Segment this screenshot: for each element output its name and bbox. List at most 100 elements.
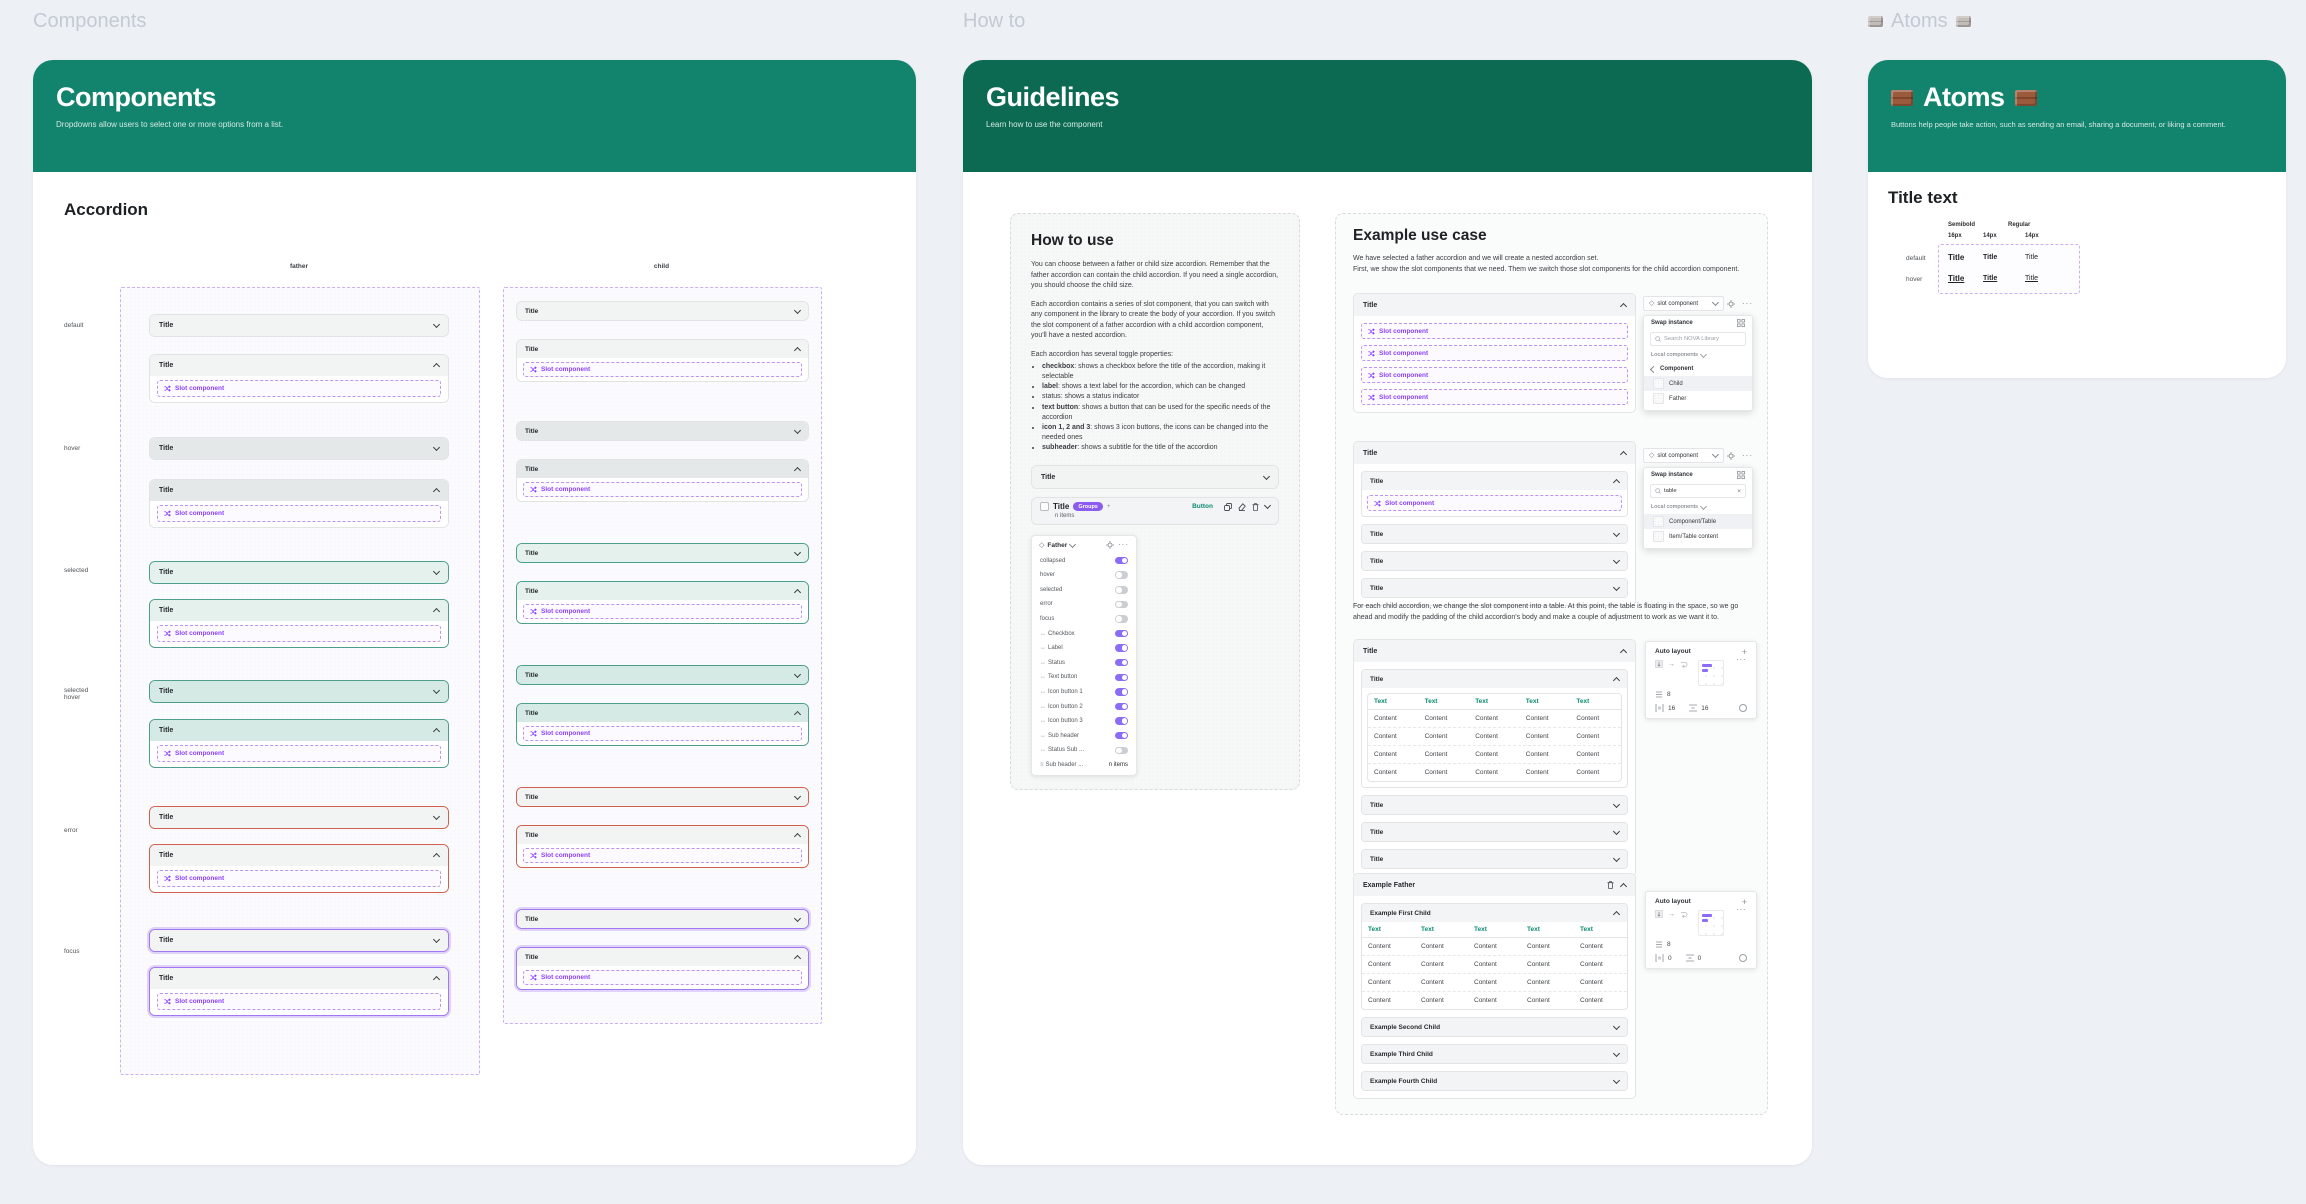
accordion-header[interactable]: Title xyxy=(1362,850,1627,868)
instance-select[interactable]: ◇ slot component xyxy=(1643,448,1724,463)
slot-component[interactable]: Slot component xyxy=(157,993,441,1010)
slot-component[interactable]: Slot component xyxy=(1361,323,1628,339)
padding-horizontal-value[interactable]: 0 xyxy=(1668,954,1672,962)
accordion-header[interactable]: Example First Child xyxy=(1362,904,1627,922)
toggle-switch[interactable] xyxy=(1115,702,1128,711)
accordion-header[interactable]: Title xyxy=(1354,442,1635,464)
chevron-down-icon[interactable] xyxy=(1263,502,1272,510)
independent-padding-icon[interactable] xyxy=(1739,704,1747,712)
direction-vertical-icon[interactable] xyxy=(1655,660,1663,668)
toggle-switch[interactable] xyxy=(1115,600,1128,609)
slot-component[interactable]: Slot component xyxy=(523,970,802,985)
toggle-switch[interactable] xyxy=(1115,586,1128,594)
accordion-header[interactable]: Title xyxy=(1362,796,1627,814)
alignment-box[interactable] xyxy=(1698,910,1724,936)
slot-component[interactable]: Slot component xyxy=(523,482,802,497)
accordion-header[interactable]: Title xyxy=(517,422,808,440)
gap-value[interactable]: 8 xyxy=(1667,941,1671,948)
wrap-icon[interactable] xyxy=(1680,660,1688,668)
direction-horizontal-icon[interactable]: → xyxy=(1668,660,1675,668)
slot-component[interactable]: Slot component xyxy=(1361,367,1628,383)
copy-icon[interactable] xyxy=(1224,502,1232,511)
accordion-header[interactable]: Title xyxy=(517,826,808,844)
frame-label-components[interactable]: Components xyxy=(33,10,147,32)
toggle-switch[interactable] xyxy=(1115,644,1128,652)
slot-component[interactable]: Slot component xyxy=(523,362,802,377)
toggle-switch[interactable] xyxy=(1115,571,1128,579)
accordion-header[interactable]: Title xyxy=(517,340,808,358)
target-icon[interactable] xyxy=(1106,541,1114,550)
direction-horizontal-icon[interactable]: → xyxy=(1668,910,1675,918)
accordion-header[interactable]: Example Father xyxy=(1354,874,1635,896)
accordion-header[interactable]: Title xyxy=(517,948,808,966)
library-item-table-content[interactable]: Item/Table content xyxy=(1644,529,1752,544)
toggle-switch[interactable] xyxy=(1115,746,1128,755)
accordion-header[interactable]: Title xyxy=(150,930,448,951)
slot-component[interactable]: Slot component xyxy=(523,848,802,863)
library-item-component-table[interactable]: Component/Table xyxy=(1644,514,1752,529)
gap-value[interactable]: 8 xyxy=(1667,691,1671,698)
toggle-switch[interactable] xyxy=(1115,615,1128,623)
library-item-father[interactable]: Father xyxy=(1644,391,1752,406)
group-row-component[interactable]: Component xyxy=(1644,362,1752,376)
trash-icon[interactable] xyxy=(1252,502,1259,511)
accordion-header[interactable]: Title xyxy=(517,460,808,478)
accordion-header[interactable]: Title xyxy=(150,480,448,501)
demo-accordion-full-header[interactable]: Title Groups + Button n items xyxy=(1031,497,1279,526)
accordion-header[interactable]: Title xyxy=(150,315,448,336)
accordion-header[interactable]: Title xyxy=(1032,466,1278,489)
slot-component[interactable]: Slot component xyxy=(523,726,802,741)
slot-component[interactable]: Slot component xyxy=(157,870,441,887)
frame-label-atoms[interactable]: Atoms xyxy=(1868,10,1971,33)
alignment-box[interactable] xyxy=(1698,660,1724,686)
frame-label-how-to[interactable]: How to xyxy=(963,10,1026,32)
text-button[interactable]: Button xyxy=(1192,503,1213,511)
slot-component[interactable]: Slot component xyxy=(1361,345,1628,361)
padding-vertical-value[interactable]: 16 xyxy=(1701,704,1709,712)
wrap-icon[interactable] xyxy=(1680,910,1688,918)
slot-component[interactable]: Slot component xyxy=(1361,389,1628,405)
menu-item-swap-instance[interactable]: Swap instance xyxy=(1644,316,1752,330)
toggle-switch[interactable] xyxy=(1115,658,1128,667)
accordion-header[interactable]: Title xyxy=(1362,823,1627,841)
target-icon[interactable] xyxy=(1727,299,1735,308)
accordion-header[interactable]: Title xyxy=(1354,294,1635,316)
toggle-switch[interactable] xyxy=(1115,688,1128,696)
padding-vertical-value[interactable]: 0 xyxy=(1697,954,1702,962)
property-value[interactable]: n items xyxy=(1108,761,1128,768)
toggle-switch[interactable] xyxy=(1115,731,1128,740)
section-local-components[interactable]: Local components xyxy=(1644,500,1752,514)
slot-component[interactable]: Slot component xyxy=(157,625,441,642)
accordion-header[interactable]: Title xyxy=(1362,525,1627,543)
trash-icon[interactable] xyxy=(1607,881,1614,889)
accordion-header[interactable]: Title xyxy=(517,582,808,600)
accordion-header[interactable]: Example Second Child xyxy=(1362,1018,1627,1036)
slot-component[interactable]: Slot component xyxy=(523,604,802,619)
accordion-header[interactable]: Title xyxy=(517,302,808,320)
accordion-header[interactable]: Title xyxy=(1362,472,1627,490)
independent-padding-icon[interactable] xyxy=(1739,954,1747,962)
slot-component[interactable]: Slot component xyxy=(157,505,441,522)
accordion-header[interactable]: Example Fourth Child xyxy=(1362,1072,1627,1090)
accordion-header[interactable]: Title xyxy=(150,562,448,583)
toggle-switch[interactable] xyxy=(1115,556,1128,565)
library-item-child[interactable]: Child xyxy=(1644,376,1752,391)
accordion-header[interactable]: Title xyxy=(1354,640,1635,662)
accordion-header[interactable]: Title xyxy=(150,600,448,621)
accordion-header[interactable]: Title xyxy=(150,681,448,702)
instance-select[interactable]: ◇ slot component xyxy=(1643,296,1724,311)
search-input[interactable]: table × xyxy=(1650,484,1746,498)
clear-search-icon[interactable]: × xyxy=(1737,487,1741,495)
slot-component[interactable]: Slot component xyxy=(157,380,441,397)
search-input[interactable]: Search NOVA Library xyxy=(1650,332,1746,346)
accordion-header[interactable]: Example Third Child xyxy=(1362,1045,1627,1063)
eraser-icon[interactable] xyxy=(1238,502,1246,511)
accordion-header[interactable]: Title xyxy=(150,968,448,989)
accordion-header[interactable]: Title xyxy=(1362,579,1627,597)
toggle-switch[interactable] xyxy=(1115,629,1128,638)
accordion-header[interactable]: Title xyxy=(150,807,448,828)
checkbox[interactable] xyxy=(1040,502,1049,512)
accordion-header[interactable]: Title xyxy=(1362,670,1627,688)
section-local-components[interactable]: Local components xyxy=(1644,348,1752,362)
accordion-header[interactable]: Title xyxy=(150,720,448,741)
